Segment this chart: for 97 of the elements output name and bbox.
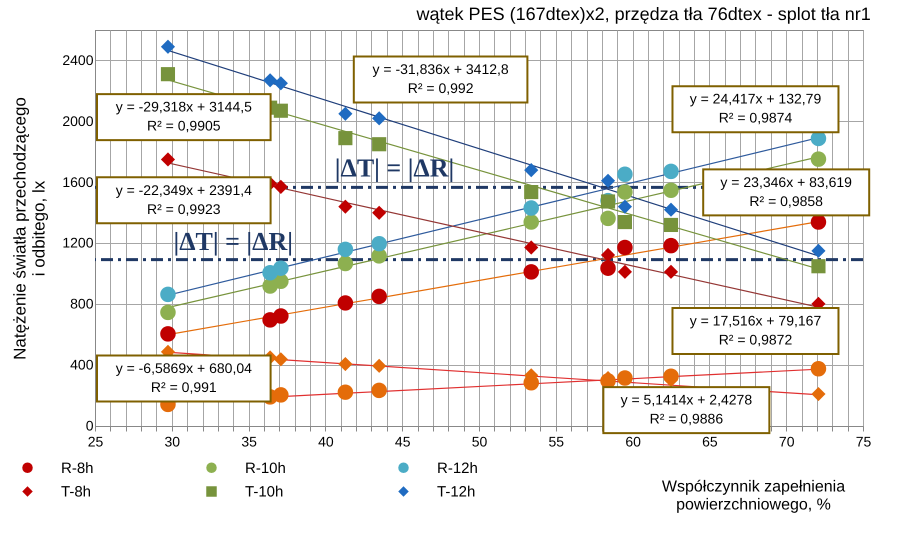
point: [523, 214, 539, 230]
point: [664, 202, 678, 217]
point: [810, 361, 826, 376]
point: [338, 384, 354, 400]
point: [273, 260, 289, 276]
x-tick-label: 55: [548, 434, 564, 450]
point: [600, 248, 616, 262]
annotation: y = -31,836x + 3412,8 R² = 0,992: [372, 61, 509, 96]
x-tick-label: 40: [318, 434, 334, 450]
annotation: |ΔT| = |ΔR|: [174, 226, 293, 256]
point: [811, 386, 826, 402]
legend-label: R-10h: [245, 460, 286, 477]
legend-label: T-8h: [61, 484, 92, 500]
point: [160, 326, 176, 342]
y-tick-label: 800: [70, 296, 94, 312]
point: [524, 163, 538, 178]
point: [663, 164, 679, 180]
y-tick-label: 400: [70, 356, 94, 373]
legend-label: T-10h: [245, 484, 284, 500]
annotation: y = -22,349x + 2391,4 R² = 0,9923: [116, 182, 252, 217]
point: [160, 152, 176, 167]
point: [160, 304, 176, 320]
x-tick-label: 25: [88, 434, 104, 450]
annotation: y = 24,417x + 132,79 R² = 0,9874: [690, 90, 822, 126]
point: [274, 180, 288, 194]
point: [274, 352, 288, 366]
point: [600, 174, 616, 188]
point: [810, 151, 826, 167]
point: [617, 240, 633, 256]
point: [523, 264, 539, 280]
point: [338, 106, 352, 121]
point: [160, 40, 176, 54]
point: [338, 200, 352, 214]
y-tick-label: 0: [86, 418, 94, 434]
y-tick-label: 1600: [62, 174, 94, 190]
x-tick-label: 65: [702, 434, 718, 450]
point: [523, 200, 539, 216]
point: [338, 295, 354, 311]
x-tick-label: 45: [394, 434, 411, 450]
point: [600, 260, 616, 276]
point: [811, 244, 826, 258]
x-axis-title: Współczynnik zapełnienia powierzchniowego, %: [662, 478, 846, 514]
point: [338, 131, 352, 146]
point: [524, 240, 538, 255]
point: [372, 137, 386, 152]
x-tick-label: 50: [472, 434, 488, 450]
y-axis-title: Natężenie światła przechodzącego i odbitego, lx: [10, 97, 48, 360]
point: [160, 286, 176, 302]
point: [618, 264, 632, 279]
point: [617, 184, 633, 200]
point: [617, 370, 633, 386]
point: [263, 73, 278, 88]
point: [664, 264, 678, 279]
point: [618, 214, 632, 230]
point: [523, 375, 539, 390]
point: [338, 256, 354, 272]
point: [663, 182, 679, 198]
x-tick-label: 30: [164, 434, 180, 450]
point: [663, 238, 679, 254]
point: [663, 368, 679, 384]
point: [273, 308, 289, 324]
y-tick-label: 2000: [62, 112, 94, 129]
point: [371, 288, 387, 304]
y-tick-label: 2400: [62, 52, 94, 68]
point: [810, 214, 826, 230]
x-tick-label: 60: [625, 434, 642, 450]
point: [274, 76, 288, 90]
legend-label: R-12h: [437, 460, 478, 477]
point: [524, 184, 538, 200]
x-tick-label: 35: [241, 434, 258, 450]
annotation: |ΔT| = |ΔR|: [334, 154, 454, 183]
y-tick-label: 1200: [62, 234, 94, 251]
annotation: y = 23,346x + 83,619 R² = 0,9858: [720, 174, 852, 209]
point: [372, 358, 386, 373]
point: [372, 206, 386, 220]
point: [274, 104, 288, 118]
annotation: y = 5,1414x + 2,4278 R² = 0,9886: [620, 392, 752, 427]
annotation: y = -6,5869x + 680,04 R² = 0,991: [116, 360, 252, 395]
point: [338, 356, 352, 372]
annotation: y = 17,516x + 79,167 R² = 0,9872: [690, 312, 822, 348]
point: [338, 242, 354, 258]
chart-title: wątek PES (167dtex)x2, przędza tła 76dtex - splot tła nr1: [416, 4, 871, 24]
x-tick-label: 70: [778, 434, 795, 450]
point: [664, 218, 678, 232]
x-tick-label: 75: [856, 434, 872, 450]
point: [618, 200, 632, 214]
point: [372, 111, 386, 126]
point: [811, 259, 826, 274]
point: [371, 236, 387, 252]
point: [273, 387, 289, 403]
legend-label: R-8h: [61, 460, 94, 477]
annotation: y = -29,318x + 3144,5 R² = 0,9905: [116, 98, 252, 134]
point: [371, 382, 387, 398]
point: [160, 67, 176, 82]
legend-label: T-12h: [437, 484, 476, 500]
point: [617, 166, 633, 182]
point: [600, 210, 616, 226]
